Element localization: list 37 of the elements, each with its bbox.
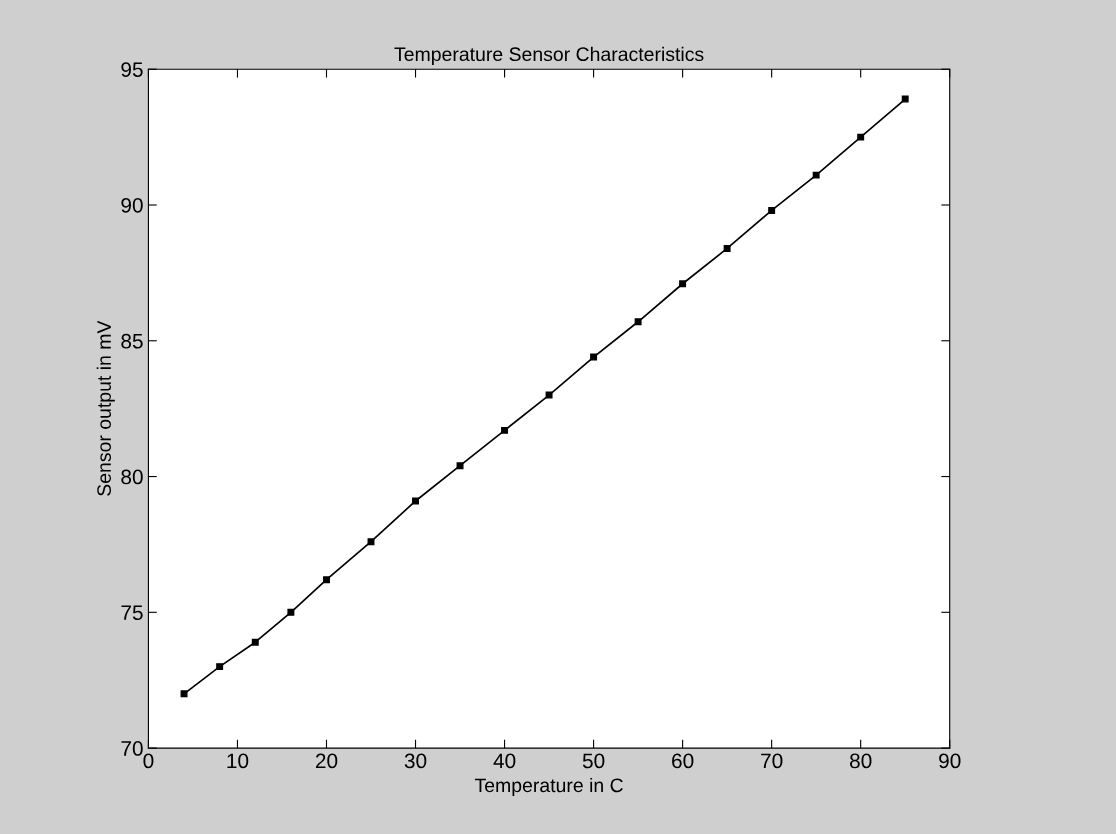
- chart-title: Temperature Sensor Characteristics: [394, 46, 704, 65]
- x-tick-label: 80: [850, 753, 872, 769]
- point: [812, 171, 820, 179]
- x-tick-label: 90: [939, 753, 961, 769]
- x-axis-title: Temperature in C: [474, 777, 623, 797]
- point: [501, 426, 509, 434]
- y-tick-label: 95: [121, 62, 143, 77]
- y-tick-label: 70: [121, 741, 143, 756]
- x-tick-label: 10: [227, 753, 249, 769]
- point: [857, 133, 865, 141]
- point: [768, 206, 776, 214]
- point: [251, 638, 259, 646]
- point: [679, 280, 687, 288]
- x-tick-label: 50: [582, 753, 605, 769]
- point: [723, 244, 731, 252]
- point: [590, 353, 598, 361]
- point: [545, 391, 553, 399]
- x-tick-label: 70: [761, 753, 783, 769]
- point: [367, 538, 375, 546]
- y-tick-label: 85: [121, 333, 143, 349]
- x-tick-label: 20: [315, 753, 338, 769]
- x-tick-label: 0: [143, 753, 154, 769]
- point: [323, 576, 330, 584]
- x-tick-label: 60: [672, 753, 694, 769]
- y-tick-label: 80: [121, 469, 143, 485]
- point: [180, 690, 188, 698]
- point: [901, 95, 909, 103]
- y-tick-label: 90: [121, 198, 143, 213]
- y-tick-label: 75: [121, 605, 143, 621]
- x-tick-label: 30: [404, 753, 427, 769]
- point: [287, 608, 295, 616]
- y-axis-title: Sensor output in mV: [96, 320, 115, 496]
- point: [456, 462, 464, 470]
- point: [634, 318, 642, 326]
- x-tick-label: 40: [493, 753, 516, 769]
- point: [412, 497, 419, 505]
- point: [216, 663, 224, 671]
